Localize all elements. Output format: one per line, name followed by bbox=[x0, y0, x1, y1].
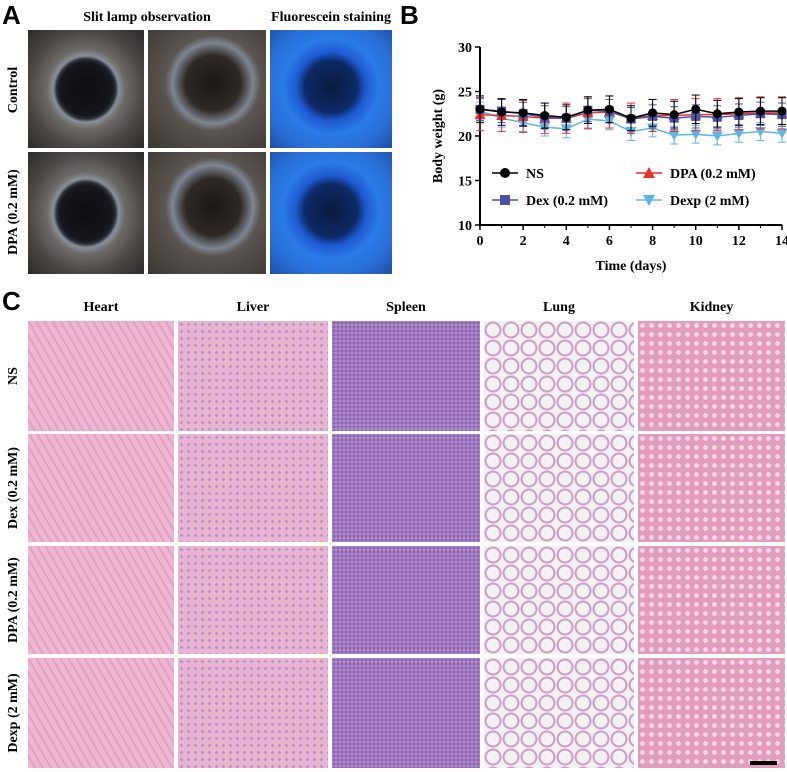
y-tick-label-15: 15 bbox=[458, 175, 472, 190]
data-point-3-14 bbox=[776, 128, 787, 139]
legend-marker-1 bbox=[643, 167, 655, 178]
histology-spleen-row-2 bbox=[332, 546, 480, 654]
fluorescein-header: Fluorescein staining bbox=[271, 10, 391, 25]
x-tick-label-10: 10 bbox=[689, 234, 703, 249]
histology-spleen-row-1 bbox=[332, 434, 480, 542]
data-point-0-5 bbox=[583, 105, 593, 115]
data-point-3-10 bbox=[690, 129, 702, 140]
data-point-0-13 bbox=[755, 106, 765, 116]
y-tick-label-30: 30 bbox=[458, 41, 472, 56]
eye-photo-control-side bbox=[148, 30, 266, 148]
y-tick-label-10: 10 bbox=[458, 219, 472, 234]
tissue-row-label-1: Dex (0.2 mM) bbox=[6, 446, 21, 530]
row-label-dpa: DPA (0.2 mM) bbox=[6, 169, 21, 255]
data-point-0-11 bbox=[712, 109, 722, 119]
histology-heart-row-0 bbox=[28, 321, 174, 431]
row-label-control: Control bbox=[6, 66, 21, 114]
x-tick-label-14: 14 bbox=[775, 234, 787, 249]
legend-label-3: Dexp (2 mM) bbox=[670, 194, 750, 209]
histology-kidney-row-2 bbox=[638, 546, 785, 654]
histology-lung-row-2 bbox=[484, 546, 634, 654]
x-tick-label-8: 8 bbox=[649, 234, 656, 249]
histology-heart-row-3 bbox=[28, 658, 174, 768]
histology-liver-row-0 bbox=[178, 321, 328, 431]
data-point-0-8 bbox=[648, 108, 658, 118]
histology-liver-row-2 bbox=[178, 546, 328, 654]
body-weight-chart: 10 15 20 25 30 0 2 4 6 8 10 12 14 Time (days) Body wei… bbox=[431, 41, 787, 274]
panel-c-letter: C bbox=[2, 286, 21, 316]
eye-photo-control-fluorescein bbox=[270, 30, 392, 148]
eye-photo-dpa-side bbox=[148, 152, 266, 274]
eye-photo-dpa-front bbox=[28, 152, 144, 274]
x-tick-label-4: 4 bbox=[563, 234, 570, 249]
panel-a-letter: A bbox=[2, 0, 21, 30]
tissue-row-label-2: DPA (0.2 mM) bbox=[6, 557, 21, 643]
data-point-3-9 bbox=[668, 130, 680, 141]
tissue-row-label-0: NS bbox=[6, 367, 21, 385]
histology-kidney-row-0 bbox=[638, 321, 785, 431]
tissue-header-heart: Heart bbox=[83, 300, 119, 315]
data-point-0-12 bbox=[734, 107, 744, 117]
slit-lamp-header: Slit lamp observation bbox=[83, 10, 211, 25]
legend-marker-2 bbox=[500, 195, 510, 205]
data-point-0-7 bbox=[626, 113, 636, 123]
data-point-0-4 bbox=[561, 112, 571, 122]
legend-marker-0 bbox=[500, 168, 510, 178]
histology-heart-row-2 bbox=[28, 546, 174, 654]
data-point-0-2 bbox=[518, 108, 528, 118]
data-point-3-13 bbox=[754, 127, 766, 138]
legend-marker-3 bbox=[643, 195, 655, 206]
tissue-header-spleen: Spleen bbox=[386, 300, 426, 315]
data-point-0-14 bbox=[777, 106, 787, 116]
eye-photo-control-front bbox=[28, 30, 144, 148]
series-0 bbox=[475, 94, 787, 132]
histology-liver-row-1 bbox=[178, 434, 328, 542]
legend-label-0: NS bbox=[526, 167, 544, 182]
y-tick-label-20: 20 bbox=[458, 130, 472, 145]
tissue-header-lung: Lung bbox=[543, 300, 575, 315]
data-point-0-1 bbox=[497, 107, 507, 117]
data-point-3-12 bbox=[733, 128, 745, 139]
x-tick-label-2: 2 bbox=[520, 234, 527, 249]
data-point-0-10 bbox=[691, 104, 701, 114]
tissue-header-kidney: Kidney bbox=[689, 300, 734, 315]
x-tick-label-6: 6 bbox=[606, 234, 613, 249]
data-point-0-3 bbox=[540, 111, 550, 121]
data-point-3-11 bbox=[711, 131, 723, 142]
histology-lung-row-3 bbox=[484, 658, 634, 768]
x-tick-label-0: 0 bbox=[477, 234, 484, 249]
histology-spleen-row-0 bbox=[332, 321, 480, 431]
y-axis-label: Body weight (g) bbox=[431, 89, 446, 183]
histology-lung-row-0 bbox=[484, 321, 634, 431]
histology-lung-row-1 bbox=[484, 434, 634, 542]
data-point-0-6 bbox=[604, 104, 614, 114]
histology-heart-row-1 bbox=[28, 434, 174, 542]
histology-liver-row-3 bbox=[178, 658, 328, 768]
panel-b-letter: B bbox=[400, 0, 419, 30]
eye-photo-dpa-fluorescein bbox=[270, 152, 392, 274]
tissue-row-label-3: Dexp (2 mM) bbox=[6, 673, 21, 753]
scale-bar bbox=[750, 761, 777, 765]
y-tick-label-25: 25 bbox=[458, 86, 472, 101]
tissue-header-liver: Liver bbox=[236, 300, 270, 315]
data-point-0-0 bbox=[475, 104, 485, 114]
histology-kidney-row-3 bbox=[638, 658, 785, 768]
data-point-0-9 bbox=[669, 110, 679, 120]
legend-label-1: DPA (0.2 mM) bbox=[670, 167, 756, 182]
x-tick-label-12: 12 bbox=[732, 234, 746, 249]
legend-label-2: Dex (0.2 mM) bbox=[526, 194, 608, 209]
histology-spleen-row-3 bbox=[332, 658, 480, 768]
x-axis-label: Time (days) bbox=[596, 259, 667, 274]
histology-kidney-row-1 bbox=[638, 434, 785, 542]
